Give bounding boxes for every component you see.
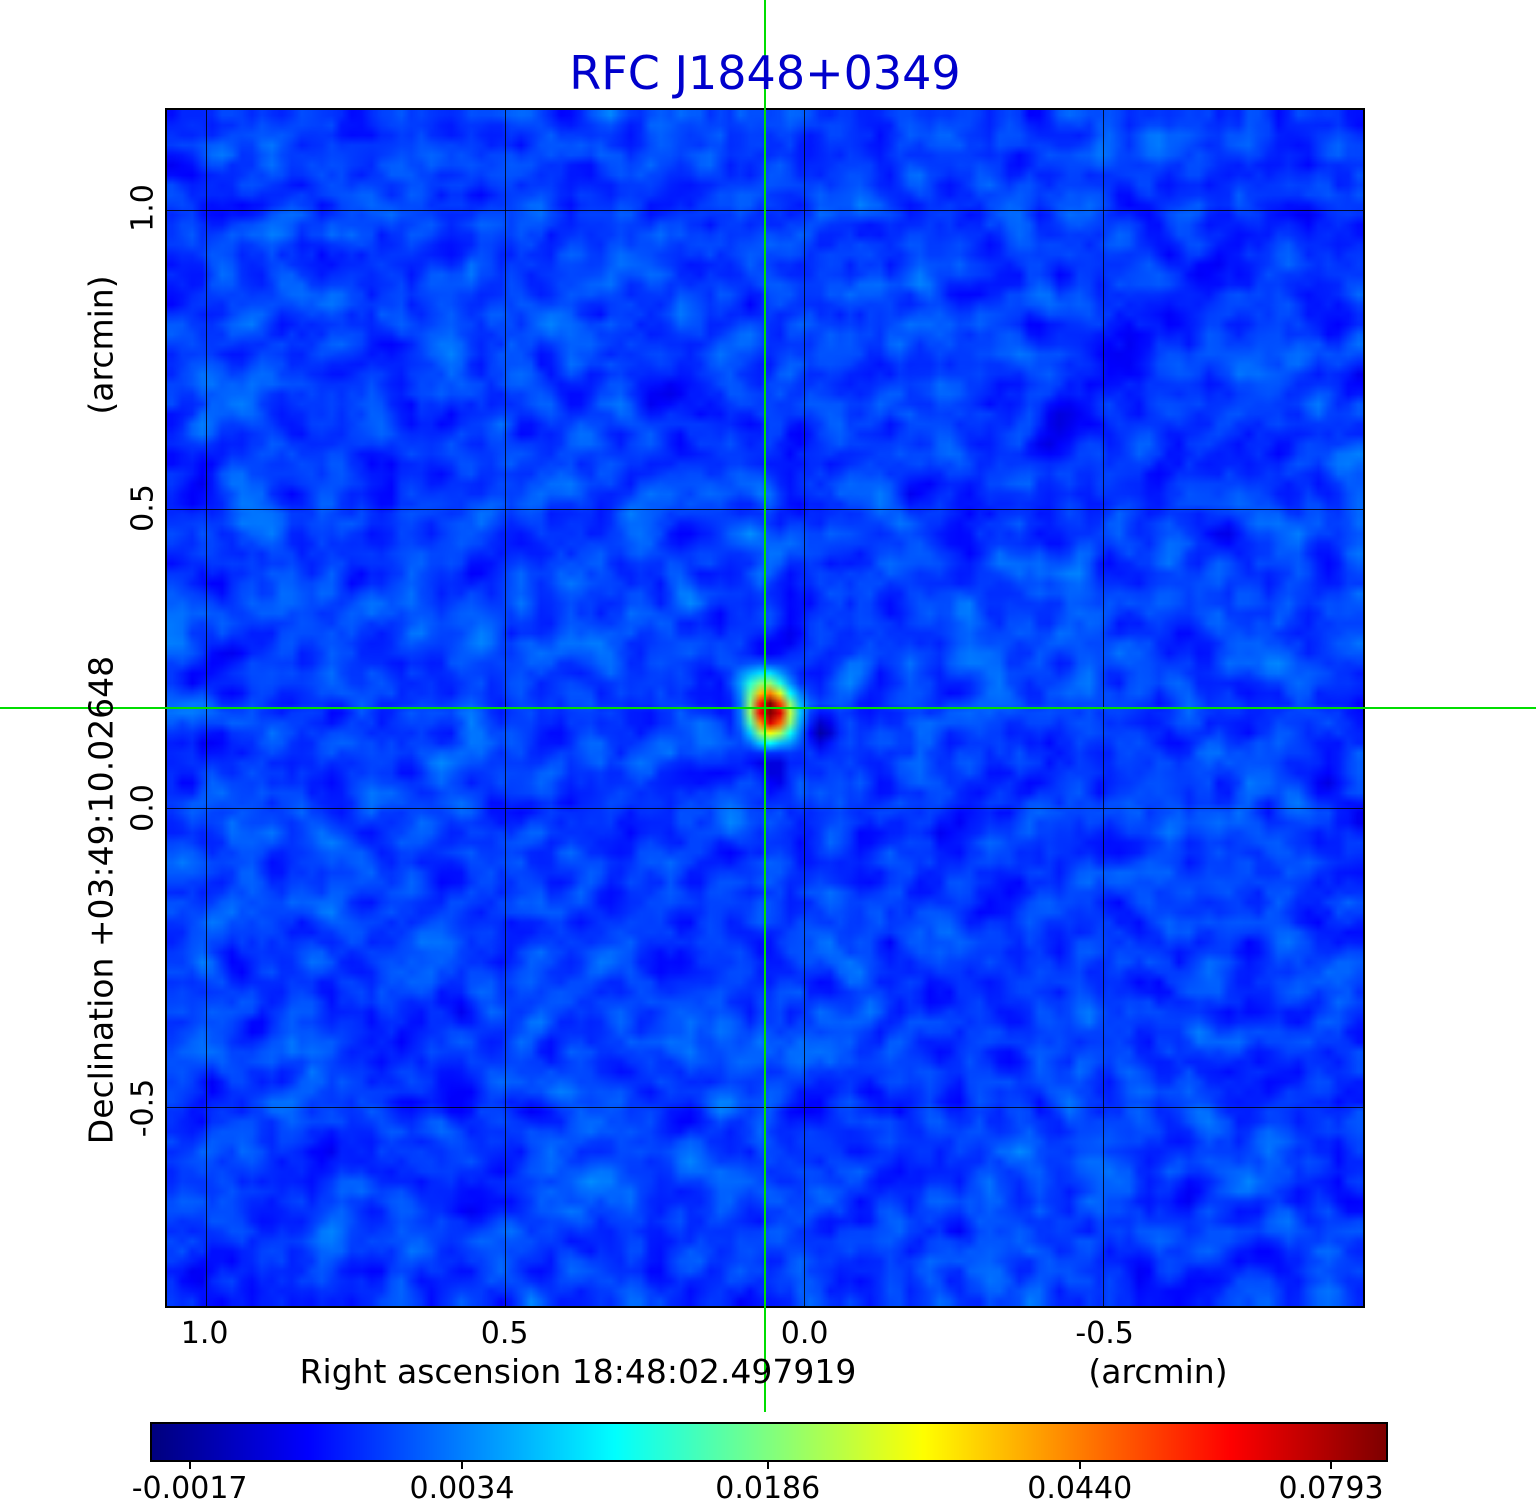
colorbar-tick-label: 0.0440 xyxy=(1027,1471,1133,1506)
colorbar-canvas xyxy=(152,1424,1386,1460)
x-tick-label: 1.0 xyxy=(180,1316,229,1351)
colorbar-tick xyxy=(1330,1462,1333,1469)
x-axis-unit-label: (arcmin) xyxy=(1088,1352,1228,1391)
colorbar-tick-label: 0.0186 xyxy=(715,1471,821,1506)
y-axis-label: Declination +03:49:10.02648 xyxy=(81,655,121,1145)
colorbar-tick xyxy=(1078,1462,1081,1469)
colorbar xyxy=(150,1422,1388,1462)
x-tick-label: 0.0 xyxy=(780,1316,829,1351)
y-tick-label: 1.0 xyxy=(125,184,161,233)
y-axis-unit-label: (arcmin) xyxy=(81,275,121,415)
colorbar-tick-label: 0.0034 xyxy=(409,1471,515,1506)
x-tick-label: -0.5 xyxy=(1075,1316,1134,1351)
colorbar-tick xyxy=(766,1462,769,1469)
colorbar-tick xyxy=(460,1462,463,1469)
colorbar-tick-label: 0.0793 xyxy=(1278,1471,1384,1506)
colorbar-tick-label: -0.0017 xyxy=(131,1471,248,1506)
y-tick-label: 0.5 xyxy=(125,484,161,533)
x-axis-label: Right ascension 18:48:02.497919 xyxy=(299,1352,857,1391)
crosshair-vertical-line xyxy=(764,0,766,1412)
x-tick-label: 0.5 xyxy=(480,1316,529,1351)
colorbar-tick xyxy=(188,1462,191,1469)
y-tick-label: -0.5 xyxy=(125,1078,161,1138)
crosshair-horizontal-line xyxy=(0,707,1536,709)
y-tick-label: 0.0 xyxy=(125,784,161,833)
